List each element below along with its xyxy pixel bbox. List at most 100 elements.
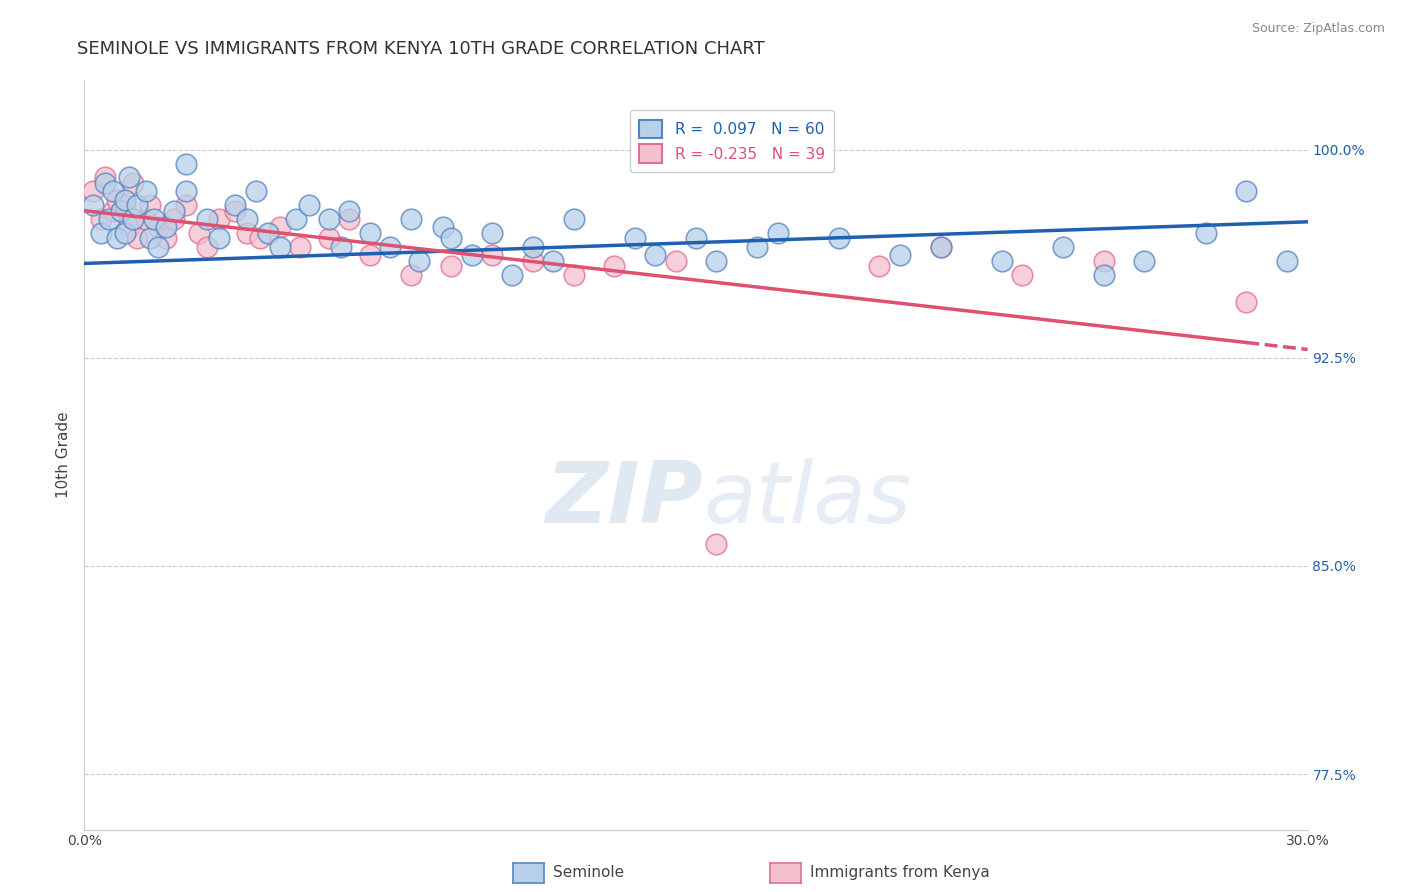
Point [1133,253,1156,268]
Point [101,203,124,218]
Point [1092,253,1115,268]
Point [224,198,246,212]
Point [82,184,104,198]
Point [127,231,149,245]
Point [1236,184,1258,198]
Point [290,240,312,254]
Point [298,198,321,212]
Point [522,253,544,268]
Point [1092,268,1115,282]
Point [929,240,952,254]
Point [1011,268,1033,282]
Point [991,253,1014,268]
Point [339,203,361,218]
Point [118,220,141,235]
Text: atlas: atlas [703,458,911,541]
Point [399,212,422,227]
Point [665,253,688,268]
Point [90,212,112,227]
Point [114,193,136,207]
Point [624,231,647,245]
Point [155,231,177,245]
Point [245,184,267,198]
Point [269,220,291,235]
Point [1195,226,1218,240]
Text: Seminole: Seminole [553,865,624,880]
Point [766,226,789,240]
Point [138,231,160,245]
Point [90,226,112,240]
Point [481,226,503,240]
Point [1052,240,1074,254]
Point [146,240,169,254]
Point [318,212,340,227]
Point [195,212,218,227]
Point [122,212,145,227]
Point [208,231,231,245]
Point [1277,253,1299,268]
Point [127,198,149,212]
Point [285,212,308,227]
Point [747,240,769,254]
Point [399,268,422,282]
Point [174,184,197,198]
Point [562,212,585,227]
Point [122,176,145,190]
Point [195,240,218,254]
Text: SEMINOLE VS IMMIGRANTS FROM KENYA 10TH GRADE CORRELATION CHART: SEMINOLE VS IMMIGRANTS FROM KENYA 10TH G… [77,40,765,58]
Point [114,198,136,212]
Point [187,226,209,240]
Point [889,248,911,262]
Legend: R =  0.097   N = 60, R = -0.235   N = 39: R = 0.097 N = 60, R = -0.235 N = 39 [630,111,834,172]
Point [97,212,120,227]
Point [118,170,141,185]
Point [105,231,128,245]
Point [440,231,463,245]
Point [929,240,952,254]
Point [440,259,463,273]
Point [110,203,132,218]
Point [461,248,484,262]
Point [236,212,259,227]
Point [318,231,340,245]
Point [93,176,115,190]
Point [224,203,246,218]
Point [432,220,454,235]
Point [138,198,160,212]
Point [1236,295,1258,310]
Point [685,231,707,245]
Point [380,240,402,254]
Text: Source: ZipAtlas.com: Source: ZipAtlas.com [1251,22,1385,36]
Point [163,212,186,227]
Point [93,170,115,185]
Point [174,198,197,212]
Point [114,226,136,240]
Point [105,193,128,207]
Point [135,184,157,198]
Point [706,253,728,268]
Point [257,226,280,240]
Point [502,268,524,282]
Point [359,226,381,240]
Point [359,248,381,262]
Point [236,226,259,240]
Point [330,240,353,254]
Point [155,220,177,235]
Point [706,537,728,551]
Text: Immigrants from Kenya: Immigrants from Kenya [810,865,990,880]
Point [869,259,891,273]
Point [603,259,626,273]
Point [543,253,565,268]
Point [828,231,851,245]
Point [163,203,186,218]
Point [174,156,197,170]
Point [82,198,104,212]
Text: ZIP: ZIP [546,458,703,541]
Y-axis label: 10th Grade: 10th Grade [56,411,72,499]
Point [644,248,666,262]
Point [408,253,430,268]
Point [562,268,585,282]
Point [146,220,169,235]
Point [135,212,157,227]
Point [339,212,361,227]
